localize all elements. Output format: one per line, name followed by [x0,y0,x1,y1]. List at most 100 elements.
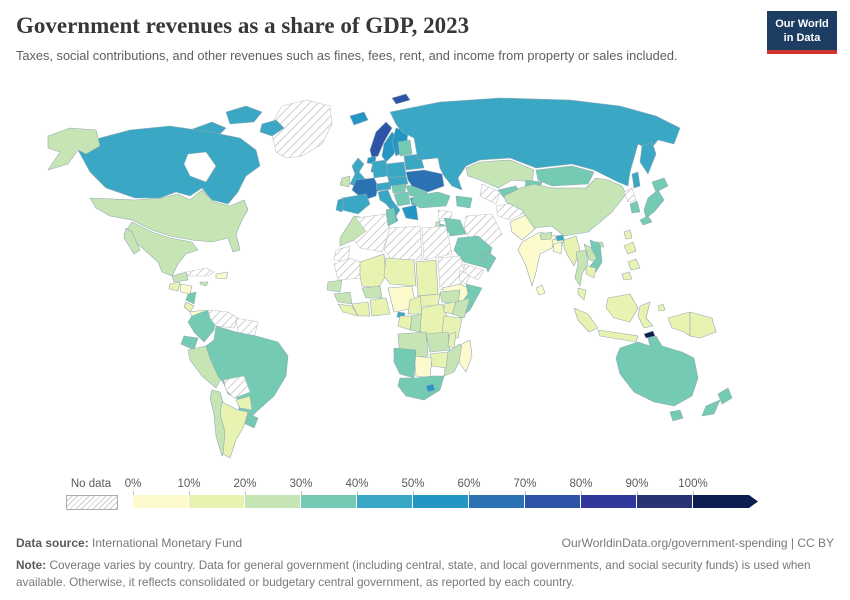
country-venezuela[interactable] [207,309,239,329]
country-mauritania[interactable] [333,257,363,281]
country-madagascar[interactable] [458,339,473,373]
country-china[interactable] [503,177,627,237]
country-south-korea[interactable] [629,200,641,214]
country-taiwan[interactable] [623,229,633,240]
no-data-swatch[interactable] [66,495,118,510]
country-chad[interactable] [415,259,439,297]
country-sri-lanka[interactable] [535,284,546,296]
country-saudi-arabia[interactable] [453,235,493,269]
legend-bin[interactable] [525,495,581,508]
legend-bin[interactable] [693,495,758,508]
country-caucasus[interactable] [455,195,473,209]
country-russia[interactable] [389,97,681,191]
country-spain[interactable] [341,193,371,215]
country-indonesia-sulawesi[interactable] [637,301,654,329]
country-indonesia-java[interactable] [597,329,639,343]
country-mongolia[interactable] [535,165,595,187]
country-ivory-coast[interactable] [351,301,371,317]
legend-bin[interactable] [469,495,525,508]
country-nz-south[interactable] [701,399,721,417]
country-japan-hokkaido[interactable] [651,177,669,193]
country-france[interactable] [351,177,379,201]
country-switzerland-austria[interactable] [375,181,392,192]
country-turkmenistan[interactable] [479,183,501,205]
country-congo[interactable] [409,313,423,333]
country-bolivia[interactable] [223,375,251,399]
country-portugal[interactable] [335,197,345,213]
legend-bin[interactable] [133,495,189,508]
country-malaysia[interactable] [577,287,587,301]
country-nz-north[interactable] [717,387,733,405]
country-cuba[interactable] [185,267,215,277]
country-south-africa[interactable] [397,375,445,401]
country-jamaica[interactable] [199,281,209,287]
legend-bin[interactable] [357,495,413,508]
country-honduras[interactable] [179,283,193,295]
country-balkans[interactable] [393,191,411,207]
country-japan-honshu[interactable] [643,189,665,219]
country-egypt[interactable] [421,225,453,261]
country-niger[interactable] [383,257,417,287]
country-lesotho[interactable] [425,383,436,393]
legend-bin[interactable] [413,495,469,508]
country-namibia[interactable] [393,347,417,379]
country-north-korea[interactable] [623,187,637,203]
country-guinea[interactable] [333,291,353,305]
country-bangladesh[interactable] [552,241,563,255]
country-philippines-2[interactable] [627,258,641,271]
legend-bin[interactable] [245,495,301,508]
country-canada-arctic2[interactable] [225,105,263,125]
country-senegal[interactable] [326,279,343,293]
country-zimbabwe[interactable] [429,351,449,369]
legend-bin[interactable] [637,495,693,508]
owid-logo[interactable]: Our World in Data [767,11,837,54]
country-myanmar[interactable] [563,235,581,267]
country-hispaniola[interactable] [215,271,229,280]
country-russia-sakhalin[interactable] [631,171,641,189]
country-philippines-3[interactable] [621,271,633,281]
country-india[interactable] [517,231,557,287]
country-germany[interactable] [371,159,389,179]
country-nepal[interactable] [539,231,553,241]
country-bhutan[interactable] [555,234,565,242]
country-indonesia-borneo[interactable] [605,293,639,323]
country-indonesia-papua[interactable] [667,311,691,337]
country-kenya[interactable] [451,297,471,319]
country-svalbard[interactable] [391,93,411,105]
country-kazakhstan[interactable] [465,159,535,189]
country-tasmania[interactable] [669,409,684,422]
legend-bin[interactable] [301,495,357,508]
country-paraguay[interactable] [235,395,253,411]
country-papua-new-guinea[interactable] [689,311,717,339]
country-uruguay[interactable] [245,413,259,429]
country-gabon[interactable] [397,315,413,331]
country-indonesia-sumatra[interactable] [573,307,599,333]
country-cambodia[interactable] [585,265,597,279]
country-iceland[interactable] [349,111,369,126]
country-alaska[interactable] [47,127,101,171]
country-botswana[interactable] [413,355,433,379]
country-iraq[interactable] [443,217,467,237]
country-yemen[interactable] [463,263,485,281]
country-poland[interactable] [385,161,407,179]
country-burkina-faso[interactable] [361,285,383,299]
owid-link[interactable]: OurWorldinData.org/government-spending |… [561,536,834,550]
country-czech-slovakia[interactable] [387,175,409,187]
country-libya[interactable] [383,225,423,261]
country-indonesia-moluccas[interactable] [657,303,666,312]
country-usa[interactable] [89,189,249,253]
country-mexico-baja[interactable] [123,227,141,255]
country-mexico-yucatan[interactable] [171,271,189,283]
country-mali[interactable] [359,253,387,289]
country-turkey[interactable] [411,191,451,209]
country-ireland[interactable] [339,175,351,188]
legend-bin[interactable] [581,495,637,508]
country-australia[interactable] [615,335,699,407]
country-mexico[interactable] [123,221,199,277]
country-ghana-togo-benin[interactable] [369,297,391,317]
country-nicaragua[interactable] [185,291,197,305]
country-central-african-republic[interactable] [417,293,441,307]
country-russia-kamchatka[interactable] [639,141,657,175]
country-philippines-1[interactable] [623,241,637,255]
country-hungary[interactable] [391,183,407,194]
